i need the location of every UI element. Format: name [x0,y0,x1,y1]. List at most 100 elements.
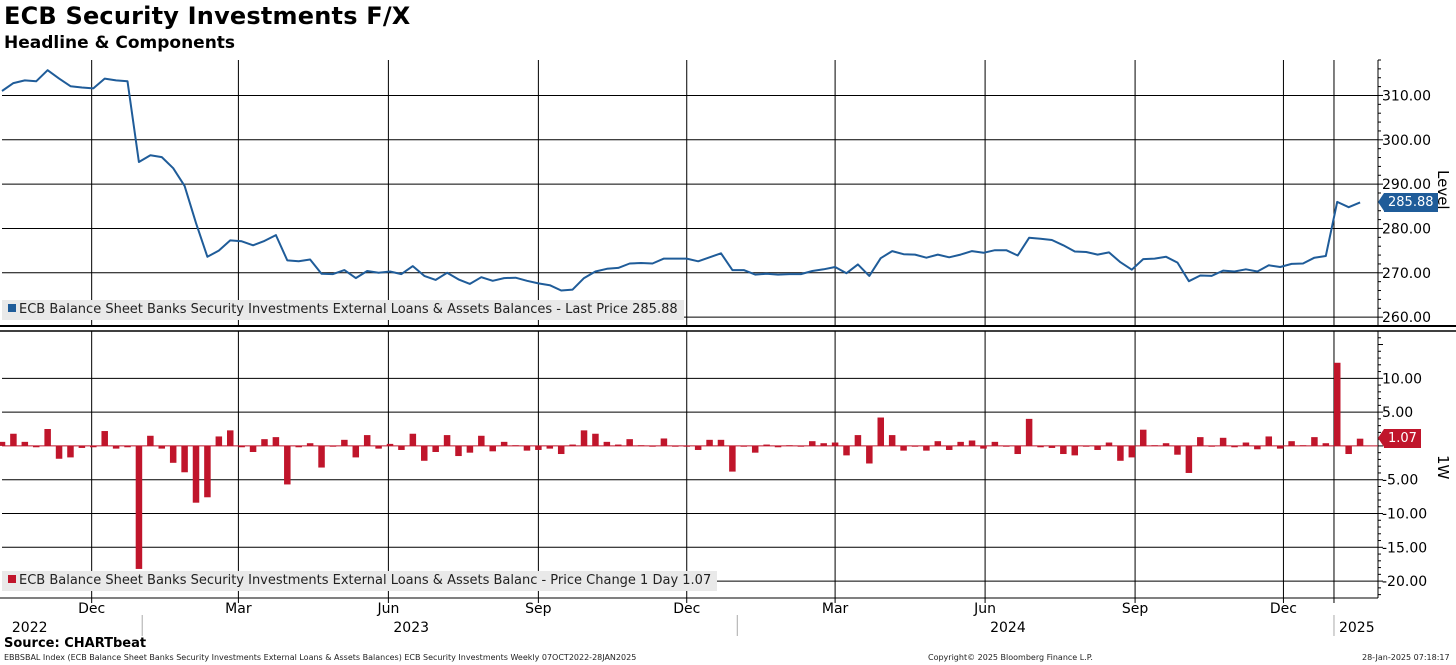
bar [0,441,6,446]
ytick-label-top: 300.00 [1382,133,1431,149]
bar [215,436,223,446]
bar [386,443,394,446]
bar [1025,418,1033,446]
bar [900,445,907,451]
footer-timestamp: 28-Jan-2025 07:18:17 [1362,653,1450,662]
bar [763,444,770,446]
x-month-label: Jun [973,601,996,617]
bar [1128,445,1136,458]
bar [432,445,439,452]
chart-subtitle: Headline & Components [4,33,236,53]
bar [352,445,360,458]
bar [1197,437,1204,446]
bar [1162,443,1170,446]
bar [1265,436,1273,446]
bar [421,445,428,461]
bar [694,445,702,450]
bar [21,441,29,446]
bar [489,445,496,452]
bar [1345,445,1352,455]
last-value-tag-top: 285.88 [1378,192,1438,212]
bar [500,441,508,446]
bar [147,435,154,446]
x-month-label: Mar [822,601,849,617]
bar [272,437,280,446]
bar [1105,442,1113,446]
bar [831,442,839,446]
bar [1219,437,1227,446]
bar [626,439,633,446]
legend-bottom: ECB Balance Sheet Banks Security Investm… [2,571,718,591]
bar [112,445,120,449]
ytick-label-bottom: -20.00 [1382,574,1427,590]
bar [957,441,964,446]
bar [1048,445,1056,448]
bar [751,445,759,453]
bar [1071,445,1079,456]
bar [717,439,725,446]
bar [32,445,40,448]
bar [557,445,565,455]
bar [375,445,382,449]
bar [238,445,245,448]
legend-bottom-label: ECB Balance Sheet Banks Security Investm… [19,573,712,588]
bar [945,445,953,450]
bar [226,430,234,446]
bar [580,430,588,446]
ytick-label-bottom: -15.00 [1382,540,1427,556]
bar [854,435,862,446]
bar [523,445,531,451]
bar [1254,445,1261,450]
bar [124,445,131,448]
bar [295,445,302,448]
x-month-label: Sep [1122,601,1149,617]
bar [546,445,554,449]
ytick-label-top: 270.00 [1382,266,1431,282]
bar [261,439,268,446]
axis-title-1w: 1W [1434,455,1452,480]
bar [284,445,291,485]
bar [306,443,314,446]
bar [1185,445,1193,473]
bar [10,433,17,446]
bar [466,445,474,453]
bar [443,435,451,446]
last-value-tag-bottom: 1.07 [1378,429,1421,449]
footer-index-description: EBBSBAL Index (ECB Balance Sheet Banks S… [4,653,637,662]
bar [968,440,976,446]
bar [1117,445,1124,461]
bar [55,445,63,459]
bar [934,441,942,446]
series-line [1,69,1361,292]
bar [478,435,485,446]
bar [1276,445,1284,449]
bar [1231,445,1238,448]
ytick-label-bottom: 5.00 [1382,405,1413,421]
bar [169,445,177,463]
x-month-label: Dec [673,601,700,617]
bar [774,445,782,448]
bar [706,439,713,446]
ytick-label-bottom: -5.00 [1382,473,1418,489]
axis-title-level: Level [1434,170,1452,210]
bar [1094,445,1101,450]
bar [101,431,108,446]
bar [1242,442,1250,446]
ytick-label-top: 310.00 [1382,88,1431,104]
bar [363,435,371,446]
bar [90,445,97,448]
bar [1356,438,1364,446]
bar [341,439,348,446]
bar [1288,441,1295,446]
bar [78,445,86,448]
bar [1311,437,1318,446]
x-month-label: Jun [376,601,399,617]
ytick-label-top: 280.00 [1382,221,1431,237]
ytick-label-top: 290.00 [1382,177,1431,193]
bar [991,441,999,446]
legend-top-label: ECB Balance Sheet Banks Security Investm… [19,302,678,317]
bar [192,445,200,503]
bar [1037,445,1044,448]
bar [866,445,873,464]
